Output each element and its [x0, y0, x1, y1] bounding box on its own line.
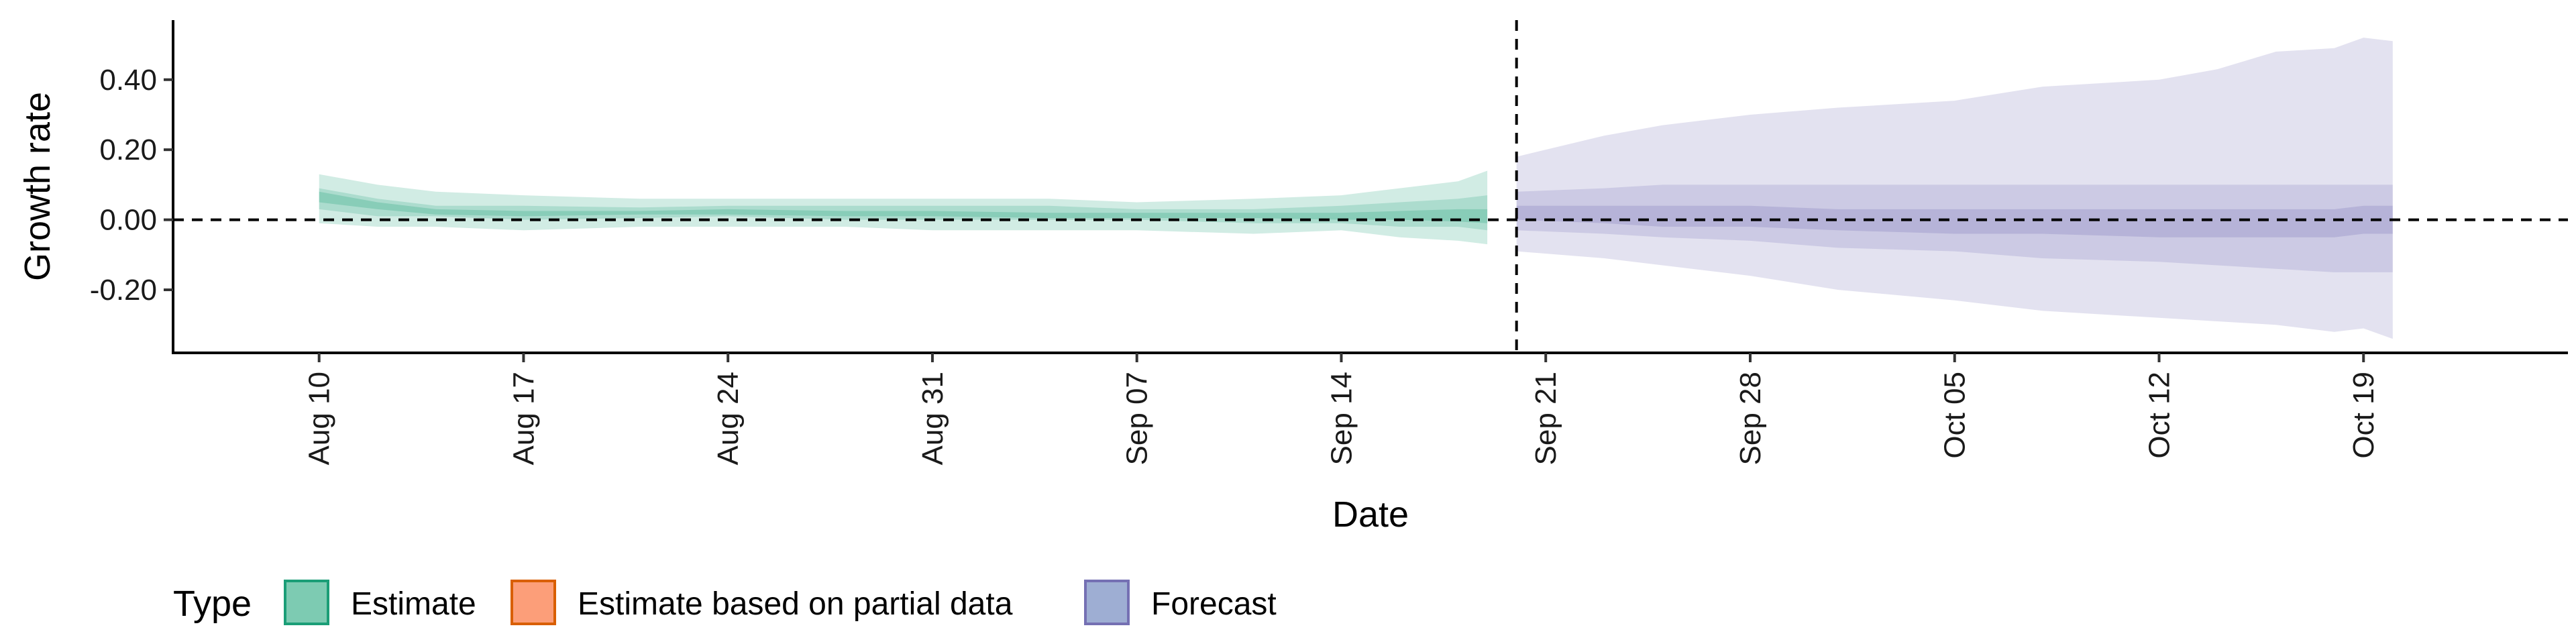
legend: Type Estimate Estimate based on partial da… — [173, 580, 1277, 625]
legend-key-forecast — [1084, 580, 1130, 625]
x-axis-title: Date — [1332, 494, 1409, 535]
x-tick-label: Aug 31 — [916, 372, 949, 465]
estimate-outer-band — [319, 170, 1488, 245]
x-tick-label: Oct 19 — [2347, 372, 2380, 459]
axes: -0.20 0.00 0.20 0.40 Aug 10 Aug 17 Aug 24 Aug 3… — [17, 20, 2568, 535]
legend-label-forecast: Forecast — [1151, 586, 1277, 622]
x-tick-label: Sep 21 — [1529, 372, 1562, 465]
forecast-middle-band — [1516, 184, 2393, 272]
x-tick-label: Sep 14 — [1325, 372, 1358, 465]
forecast-outer-band — [1516, 38, 2393, 339]
legend-key-estimate — [284, 580, 329, 625]
forecast-inner-band — [1516, 205, 2393, 237]
legend-label-estimate-based-on-partial-data: Estimate based on partial data — [578, 586, 1013, 622]
y-tick-label: -0.20 — [90, 274, 157, 307]
x-tick-label: Oct 05 — [1939, 372, 1972, 459]
legend-label-estimate: Estimate — [351, 586, 476, 622]
x-tick-label: Sep 28 — [1734, 372, 1767, 465]
x-tick-label: Aug 17 — [507, 372, 540, 465]
legend-title: Type — [173, 584, 252, 624]
legend-key-estimate-based-on-partial-data — [511, 580, 556, 625]
plot-area — [173, 20, 2568, 353]
y-tick-label: 0.40 — [99, 64, 157, 97]
y-tick-label: 0.20 — [99, 133, 157, 166]
estimate-inner-band — [319, 191, 1488, 223]
y-tick-label: 0.00 — [99, 204, 157, 237]
x-tick-label: Aug 10 — [303, 372, 336, 465]
x-tick-label: Aug 24 — [712, 372, 745, 465]
y-axis-title: Growth rate — [17, 92, 58, 281]
x-tick-label: Oct 12 — [2143, 372, 2176, 459]
x-tick-label: Sep 07 — [1121, 372, 1154, 465]
